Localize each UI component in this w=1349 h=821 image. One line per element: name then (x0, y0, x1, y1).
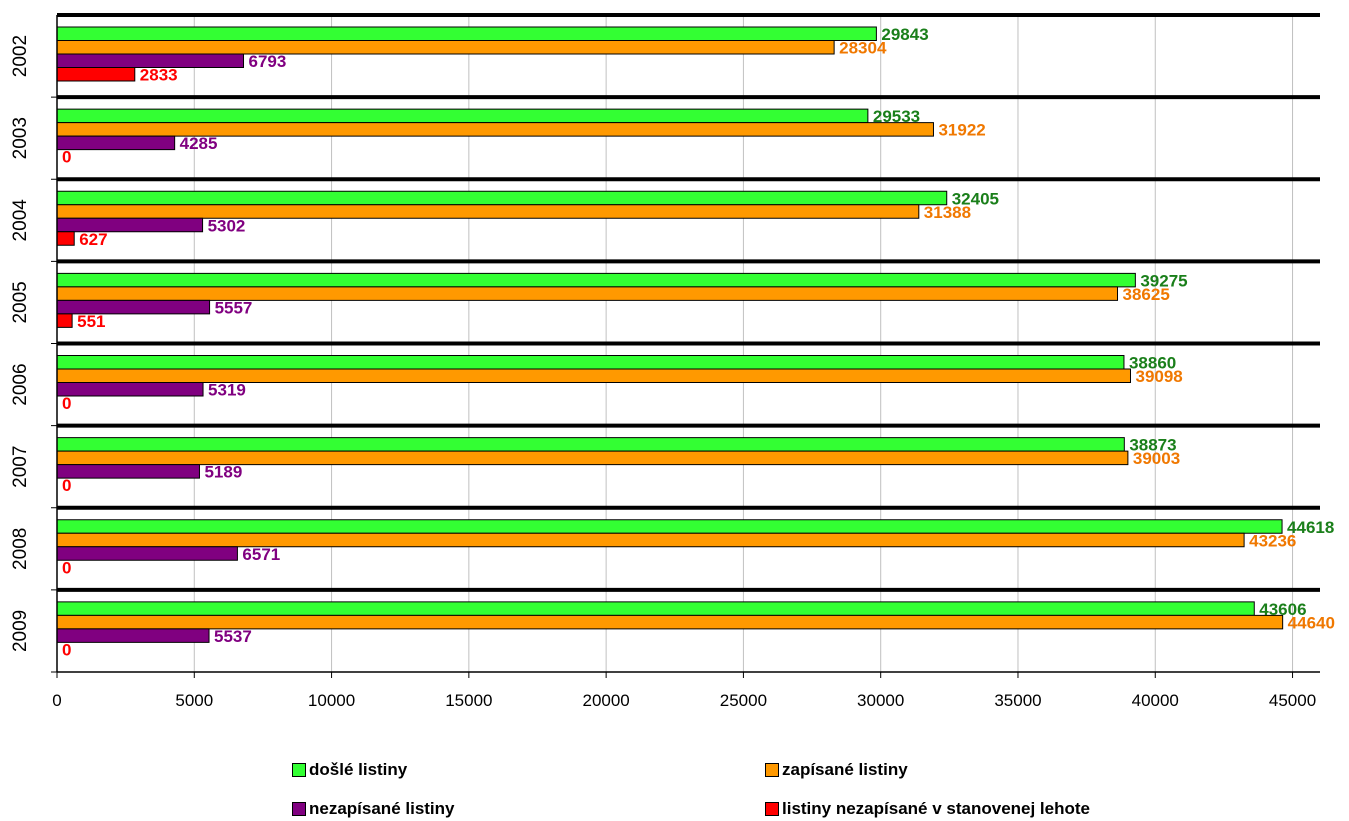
bar-2009-series-2 (56, 628, 210, 643)
data-label-2006-series-2: 5319 (208, 381, 246, 400)
x-tick-label-45000: 45000 (1269, 691, 1316, 710)
data-label-2003-series-0: 29533 (873, 107, 920, 126)
data-label-2002-series-3: 2833 (140, 66, 178, 85)
data-label-2004-series-0: 32405 (952, 189, 999, 208)
data-label-2005-series-3: 551 (77, 312, 105, 331)
data-label-2005-series-2: 5557 (215, 298, 253, 317)
bars (56, 26, 1284, 643)
bar-2004-series-0 (56, 190, 948, 206)
axes: 0 5000 10000 15000 20000 25000 30000 35000 40000… (10, 13, 1320, 710)
bar-2002-series-3 (56, 67, 136, 82)
category-label-2003: 2003 (10, 117, 31, 159)
category-label-2009: 2009 (10, 610, 31, 652)
data-label-2003-series-3: 0 (62, 148, 71, 167)
data-label-2002-series-2: 6793 (249, 52, 287, 71)
data-label-2004-series-3: 627 (79, 230, 107, 249)
bar-2005-series-0 (56, 272, 1136, 288)
data-label-2004-series-2: 5302 (208, 216, 246, 235)
bar-2002-series-1 (56, 40, 835, 55)
data-label-2007-series-3: 0 (62, 476, 71, 495)
bar-2003-series-2 (56, 135, 176, 151)
data-label-2003-series-1: 31922 (938, 121, 985, 140)
category-separator-2007 (57, 423, 1320, 428)
category-separator-2002 (57, 13, 1320, 17)
bar-2008-series-2 (56, 546, 238, 561)
category-label-2008: 2008 (10, 528, 31, 570)
category-separator-2009 (57, 587, 1320, 592)
data-label-2006-series-0: 38860 (1129, 354, 1176, 373)
bar-2004-series-3 (56, 231, 75, 246)
bar-2009-series-0 (56, 601, 1255, 616)
data-label-2007-series-2: 5189 (204, 463, 242, 482)
bar-2008-series-0 (56, 519, 1283, 534)
bar-2005-series-3 (56, 313, 73, 328)
data-label-2007-series-0: 38873 (1129, 436, 1176, 455)
bar-2008-series-1 (56, 532, 1245, 548)
data-label-2007-series-1: 39003 (1133, 449, 1180, 468)
data-label-2008-series-0: 44618 (1287, 518, 1334, 537)
data-label-2003-series-2: 4285 (180, 134, 218, 153)
bar-2006-series-2 (56, 382, 204, 397)
bar-2003-series-0 (56, 108, 869, 124)
data-label-2006-series-1: 39098 (1135, 367, 1182, 386)
x-tick-label-10000: 10000 (308, 691, 355, 710)
data-labels: 29843 29533 32405 39275 38860 38873 44618 43606… (62, 25, 1335, 659)
category-separator-2005 (57, 259, 1320, 264)
data-label-2002-series-1: 28304 (839, 39, 887, 58)
category-label-2005: 2005 (10, 281, 31, 323)
data-label-2004-series-1: 31388 (924, 203, 971, 222)
category-label-2002: 2002 (10, 35, 31, 77)
data-label-2009-series-0: 43606 (1259, 600, 1306, 619)
x-tick-label-20000: 20000 (582, 691, 629, 710)
category-separator-2003 (57, 95, 1320, 100)
data-label-2009-series-1: 44640 (1288, 613, 1335, 632)
category-label-2007: 2007 (10, 446, 31, 488)
data-label-2009-series-3: 0 (62, 640, 71, 659)
bar-2007-series-2 (56, 464, 200, 479)
category-label-2004: 2004 (10, 199, 31, 242)
data-label-2008-series-2: 6571 (242, 545, 280, 564)
bar-2004-series-1 (56, 204, 920, 219)
bar-2002-series-0 (56, 26, 877, 41)
category-separator-2004 (57, 177, 1320, 182)
x-tick-label-0: 0 (52, 691, 61, 710)
data-label-2006-series-3: 0 (62, 394, 71, 413)
x-tick-label-30000: 30000 (857, 691, 904, 710)
category-separator-2006 (57, 341, 1320, 346)
x-tick-label-5000: 5000 (175, 691, 213, 710)
x-tick-label-40000: 40000 (1132, 691, 1179, 710)
bar-2006-series-0 (56, 355, 1125, 370)
category-separator-2008 (57, 505, 1320, 510)
x-tick-label-25000: 25000 (720, 691, 767, 710)
x-tick-label-15000: 15000 (445, 691, 492, 710)
data-label-2005-series-1: 38625 (1123, 285, 1170, 304)
data-label-2002-series-0: 29843 (881, 25, 928, 44)
data-label-2005-series-0: 39275 (1140, 271, 1187, 290)
data-label-2008-series-1: 43236 (1249, 531, 1296, 550)
x-tick-label-35000: 35000 (994, 691, 1041, 710)
data-label-2009-series-2: 5537 (214, 627, 252, 646)
data-label-2008-series-3: 0 (62, 558, 71, 577)
category-label-2006: 2006 (10, 363, 31, 405)
bar-2007-series-0 (56, 437, 1125, 452)
